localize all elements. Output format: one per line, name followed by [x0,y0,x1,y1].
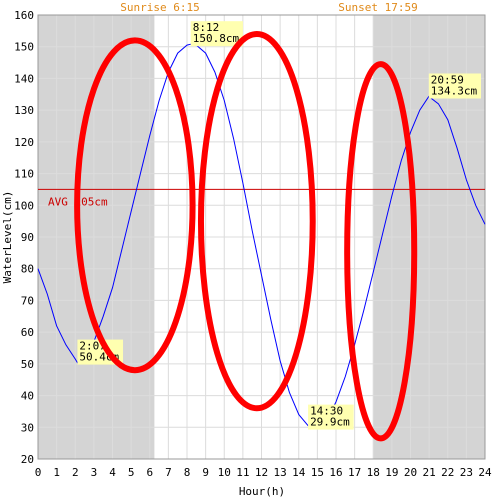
y-tick-label: 100 [14,199,34,212]
sunset-label: Sunset 17:59 [338,1,417,14]
x-tick-label: 23 [460,466,473,479]
annotation-level: 29.9cm [310,416,350,429]
x-tick-label: 14 [292,466,306,479]
x-tick-label: 0 [35,466,42,479]
x-tick-label: 21 [423,466,436,479]
annotation-time: 8:12 [193,21,220,34]
annotation-time: 20:59 [431,74,464,87]
x-tick-label: 11 [236,466,249,479]
x-tick-labels: 0 1 2 3 4 5 6 7 8 9 10 11 12 13 14 15 16 17 18 19 20 21 22 23 24 [35,466,492,479]
y-tick-label: 140 [14,72,34,85]
y-tick-label: 70 [21,294,34,307]
y-tick-label: 40 [21,390,34,403]
extremum-annotations: 2:0750.4cm8:12150.8cm14:3029.9cm20:59134… [77,21,482,430]
x-tick-label: 1 [53,466,60,479]
y-tick-label: 110 [14,168,34,181]
annotation-time: 14:30 [310,405,343,418]
y-axis-label: WaterLevel(cm) [1,191,14,284]
y-tick-label: 120 [14,136,34,149]
x-tick-label: 3 [91,466,98,479]
x-tick-label: 17 [348,466,361,479]
annotation-level: 134.3cm [431,85,478,98]
highlight-ellipse [344,61,418,442]
x-tick-label: 15 [311,466,324,479]
x-tick-label: 8 [184,466,191,479]
annotation-level: 150.8cm [193,32,240,45]
x-tick-label: 20 [404,466,417,479]
annotation-box [308,404,354,430]
annotation-time: 2:07 [79,340,106,353]
y-tick-label: 50 [21,358,34,371]
y-tick-labels: 20 30 40 50 60 70 80 90 100 110 120 130 140 150 160 [14,9,34,466]
y-tick-label: 150 [14,41,34,54]
y-tick-label: 160 [14,9,34,22]
annotation-box [428,73,482,99]
plot-frame [37,14,486,460]
x-tick-label: 5 [128,466,135,479]
x-tick-label: 24 [478,466,492,479]
highlight-ellipse [197,31,316,412]
x-tick-label: 7 [165,466,172,479]
x-tick-label: 9 [202,466,209,479]
y-tick-label: 20 [21,453,34,466]
x-tick-label: 2 [72,466,79,479]
x-tick-label: 13 [274,466,287,479]
x-tick-label: 6 [146,466,153,479]
highlight-circles [74,31,418,442]
y-tick-label: 80 [21,263,34,276]
x-tick-label: 19 [385,466,398,479]
grid [37,14,486,460]
x-tick-label: 12 [255,466,268,479]
y-tick-label: 130 [14,104,34,117]
y-tick-label: 30 [21,421,34,434]
x-tick-label: 22 [441,466,454,479]
x-tick-label: 16 [329,466,342,479]
highlight-ellipse [74,37,196,374]
x-axis-label: Hour(h) [239,485,285,498]
sunrise-label: Sunrise 6:15 [120,1,199,14]
y-tick-label: 60 [21,326,34,339]
x-tick-label: 10 [218,466,231,479]
annotation-box [190,21,243,47]
x-tick-label: 4 [109,466,116,479]
y-tick-label: 90 [21,231,34,244]
x-tick-label: 18 [367,466,380,479]
